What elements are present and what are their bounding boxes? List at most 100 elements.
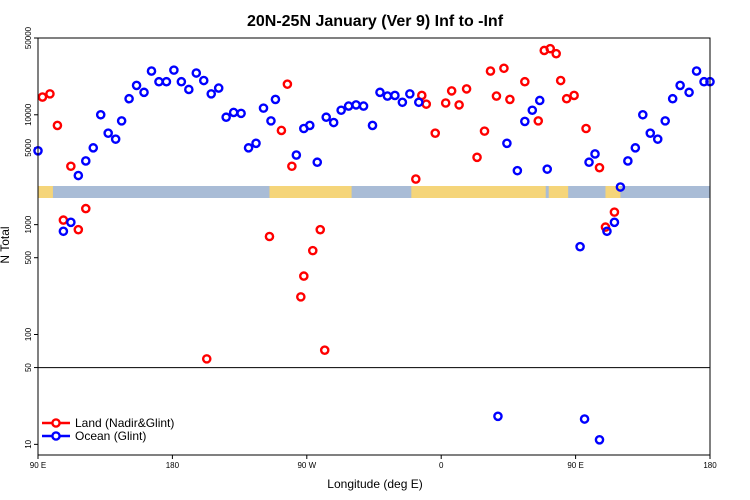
- land-point: [555, 75, 566, 86]
- ocean-point: [405, 89, 415, 99]
- land-point: [80, 203, 91, 214]
- map-land: [269, 186, 352, 198]
- ocean-point: [88, 143, 99, 153]
- ocean-point: [110, 134, 121, 144]
- y-tick-label: 1000: [24, 215, 33, 233]
- y-tick-label: 50: [24, 363, 33, 372]
- land-point: [287, 161, 297, 172]
- ocean-point: [213, 83, 224, 93]
- ocean-point: [343, 101, 354, 111]
- land-point: [299, 271, 309, 281]
- ocean-point: [161, 76, 172, 87]
- ocean-point: [236, 108, 246, 119]
- ocean-point: [652, 134, 663, 144]
- ocean-point: [124, 93, 134, 104]
- land-point: [315, 224, 326, 235]
- ocean-point: [609, 217, 620, 228]
- y-tick-label: 10000: [24, 103, 33, 126]
- chart-title: 20N-25N January (Ver 9) Inf to -Inf: [247, 13, 504, 30]
- ocean-point: [73, 170, 84, 181]
- ocean-point: [198, 75, 209, 86]
- ocean-point: [579, 414, 590, 424]
- ocean-point: [542, 164, 553, 174]
- ocean-point: [594, 435, 605, 445]
- ocean-point: [684, 87, 694, 98]
- ocean-point: [131, 80, 142, 91]
- land-point: [307, 245, 318, 256]
- ocean-point: [534, 95, 545, 106]
- ocean-point: [328, 117, 339, 128]
- ocean-point: [602, 226, 612, 237]
- land-point: [479, 126, 490, 136]
- land-point: [296, 292, 306, 302]
- ocean-point: [382, 91, 393, 101]
- land-point: [421, 99, 432, 109]
- land-point: [472, 152, 482, 163]
- ocean-point: [390, 90, 400, 101]
- ocean-point: [660, 116, 671, 126]
- ocean-point: [266, 116, 276, 126]
- land-point: [485, 66, 496, 76]
- ocean-point: [58, 226, 69, 237]
- land-point: [319, 345, 330, 355]
- ocean-point: [169, 65, 179, 75]
- land-point: [551, 48, 561, 59]
- ocean-point: [221, 112, 231, 123]
- ocean-point: [502, 138, 512, 149]
- ocean-point: [358, 101, 369, 111]
- ocean-point: [699, 76, 709, 87]
- ocean-point: [291, 150, 302, 160]
- y-tick-label: 500: [24, 250, 33, 264]
- ocean-point: [667, 93, 678, 104]
- ocean-point: [251, 138, 261, 149]
- ocean-point: [154, 76, 164, 87]
- land-point: [520, 76, 530, 87]
- land-point: [201, 354, 212, 364]
- land-point: [561, 93, 572, 104]
- ocean-point: [243, 143, 254, 153]
- x-axis: 90 E 180 90 W 0 90 E 180: [30, 455, 717, 470]
- land-point: [411, 174, 421, 184]
- data-points: [33, 43, 715, 445]
- ocean-point: [615, 182, 626, 192]
- land-point: [491, 91, 502, 101]
- land-point: [594, 162, 605, 173]
- ocean-point: [304, 120, 315, 131]
- y-axis: 10 50 100 500 1000 5000 10000 50000: [24, 26, 38, 449]
- y-tick-label: 10: [24, 439, 33, 448]
- x-tick-label: 180: [166, 461, 180, 470]
- land-point: [58, 215, 69, 225]
- ocean-point: [116, 116, 127, 126]
- land-point: [37, 92, 48, 102]
- ocean-point: [312, 157, 323, 168]
- legend-label: Land (Nadir&Glint): [75, 416, 174, 430]
- ocean-point: [191, 68, 202, 78]
- x-axis-label: Longitude (deg E): [327, 477, 422, 491]
- land-point: [440, 98, 451, 108]
- y-axis-label: N Total: [0, 226, 12, 263]
- ocean-point: [206, 89, 217, 99]
- ocean-point: [623, 156, 633, 166]
- ocean-point: [493, 411, 503, 422]
- x-tick-label: 180: [703, 461, 717, 470]
- x-tick-label: 90 E: [567, 461, 583, 470]
- land-point: [533, 116, 544, 126]
- ocean-point: [139, 87, 149, 98]
- ocean-point: [66, 217, 76, 228]
- ocean-point: [413, 97, 424, 108]
- ocean-point: [638, 109, 648, 120]
- ocean-point: [258, 103, 269, 113]
- ocean-point: [321, 112, 332, 123]
- ocean-point: [270, 94, 281, 105]
- ocean-point: [351, 100, 361, 110]
- land-point: [264, 231, 275, 242]
- y-tick-label: 5000: [24, 138, 33, 156]
- ocean-point: [584, 157, 594, 168]
- legend-marker: [51, 431, 61, 441]
- plot-frame: [37, 37, 711, 456]
- ocean-point: [103, 128, 113, 138]
- map-land: [548, 186, 569, 198]
- land-point: [461, 84, 472, 94]
- map-land: [411, 186, 546, 198]
- legend: Land (Nadir&Glint)Ocean (Glint): [42, 416, 174, 443]
